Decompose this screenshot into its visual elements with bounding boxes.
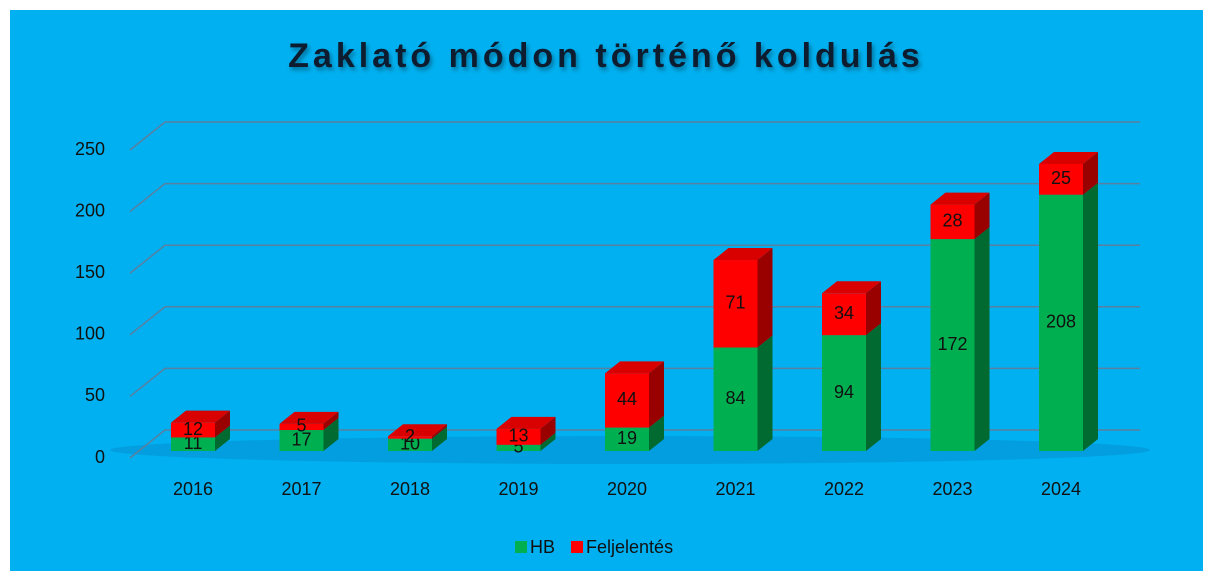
bar: [605, 427, 649, 451]
bar: [822, 335, 866, 451]
bar-top: [496, 416, 556, 429]
bar-top: [388, 424, 447, 437]
data-label: 44: [617, 389, 637, 409]
grid-line: [129, 306, 1140, 336]
bar: [388, 438, 432, 451]
y-tick-label: 150: [75, 262, 105, 282]
grid-line: [129, 121, 1140, 151]
data-label: 28: [942, 211, 962, 231]
bar-top: [930, 192, 990, 205]
bar-top: [713, 248, 773, 261]
bar-side: [757, 248, 773, 348]
bar-side: [215, 425, 230, 451]
bar: [496, 428, 541, 445]
data-label: 11: [184, 433, 203, 453]
x-tick-label: 2022: [824, 479, 864, 499]
data-label: 5: [296, 416, 306, 436]
x-tick-label: 2023: [932, 479, 972, 499]
data-label: 208: [1046, 312, 1076, 332]
bar-side: [974, 227, 990, 451]
data-label: 12: [183, 419, 203, 439]
data-label: 19: [617, 428, 637, 448]
bar: [279, 430, 324, 451]
bar: [713, 347, 758, 451]
data-label: 25: [1051, 168, 1071, 188]
bar-side: [540, 416, 556, 445]
bar-side: [323, 411, 339, 431]
legend-swatch: [515, 541, 527, 553]
legend-swatch: [571, 541, 584, 553]
bar: [930, 239, 975, 451]
chart-title: Zaklató módon történő koldulás: [288, 37, 924, 75]
legend-label: Feljelentés: [586, 537, 673, 557]
grid-line: [129, 244, 1140, 274]
bar: [1039, 163, 1083, 195]
data-label: 71: [725, 293, 745, 313]
x-tick-label: 2016: [173, 479, 213, 499]
bar-top: [171, 410, 230, 423]
bar: [605, 373, 649, 428]
bar-side: [540, 432, 556, 451]
data-label: 94: [834, 382, 854, 402]
x-tick-label: 2024: [1041, 479, 1081, 499]
bar: [1039, 194, 1083, 451]
bar-side: [323, 418, 339, 451]
bar-side: [215, 410, 230, 438]
bar-top: [1039, 151, 1098, 164]
bar-side: [757, 335, 773, 451]
bar: [496, 444, 541, 451]
data-label: 84: [725, 388, 745, 408]
data-label: 172: [937, 334, 967, 354]
bar-top: [605, 361, 664, 374]
bar-side: [1083, 182, 1098, 451]
bar-side: [974, 192, 990, 240]
bar-top: [279, 411, 339, 424]
x-tick-label: 2021: [715, 479, 755, 499]
bar: [822, 293, 866, 336]
bar: [713, 260, 758, 348]
bar: [171, 422, 215, 438]
bar: [279, 423, 324, 431]
bar-top: [822, 281, 881, 294]
y-tick-label: 100: [75, 324, 105, 344]
x-tick-label: 2018: [390, 479, 430, 499]
y-tick-label: 50: [85, 385, 105, 405]
bar: [388, 436, 432, 439]
bar: [171, 437, 215, 451]
legend-label: HB: [530, 537, 555, 557]
y-tick-label: 250: [75, 139, 105, 159]
grid-line: [129, 367, 1140, 397]
y-tick-label: 200: [75, 200, 105, 220]
bar-side: [649, 415, 664, 451]
bar-side: [432, 424, 447, 439]
bar-side: [866, 281, 881, 336]
chart-background: [10, 10, 1203, 571]
grid-line: [129, 182, 1140, 213]
data-label: 2: [405, 426, 415, 446]
y-tick-label: 0: [95, 447, 105, 467]
bar-side: [432, 426, 447, 451]
data-label: 13: [508, 426, 528, 446]
bar-side: [649, 361, 664, 428]
x-tick-label: 2020: [607, 479, 647, 499]
grid-line: [129, 429, 1140, 459]
bar: [930, 204, 975, 240]
bar-side: [866, 323, 881, 451]
bar-side: [1083, 151, 1098, 195]
x-tick-label: 2017: [281, 479, 321, 499]
data-label: 17: [291, 429, 311, 449]
data-label: 34: [834, 303, 854, 323]
x-tick-label: 2019: [498, 479, 538, 499]
data-label: 5: [513, 437, 523, 457]
